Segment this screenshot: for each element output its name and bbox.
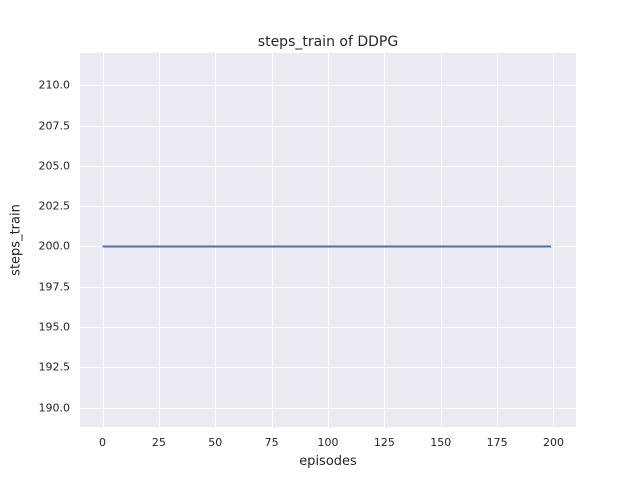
x-tick-label: 175	[486, 436, 508, 449]
x-tick-label: 125	[373, 436, 395, 449]
x-tick-label: 75	[264, 436, 279, 449]
x-tick-label: 200	[542, 436, 564, 449]
gridline-vertical	[553, 53, 555, 427]
gridline-vertical	[497, 53, 499, 427]
y-tick-label: 202.5	[38, 199, 71, 213]
gridline-vertical	[384, 53, 386, 427]
y-tick-label: 197.5	[38, 280, 71, 294]
x-axis-label: episodes	[299, 454, 357, 469]
y-tick-label: 210.0	[38, 78, 71, 92]
plot-area	[80, 53, 576, 427]
y-tick-label: 190.0	[38, 401, 71, 415]
y-tick-label: 200.0	[38, 239, 71, 253]
gridline-vertical	[158, 53, 160, 427]
gridline-vertical	[215, 53, 217, 427]
gridline-vertical	[328, 53, 329, 427]
y-tick-label: 205.0	[38, 159, 71, 173]
chart-title: steps_train of DDPG	[257, 34, 399, 50]
gridline-vertical	[271, 53, 273, 427]
gridline-vertical	[102, 53, 104, 427]
y-tick-label: 192.5	[38, 360, 71, 374]
x-tick-label: 100	[317, 436, 339, 449]
x-tick-label: 150	[430, 436, 452, 449]
x-tick-label: 0	[99, 436, 107, 449]
gridline-vertical	[440, 53, 442, 427]
y-tick-label: 195.0	[38, 320, 71, 334]
x-tick-label: 25	[151, 436, 166, 449]
x-tick-label: 50	[208, 436, 223, 449]
line-plot-canvas	[102, 245, 552, 248]
y-tick-label: 207.5	[38, 119, 71, 133]
